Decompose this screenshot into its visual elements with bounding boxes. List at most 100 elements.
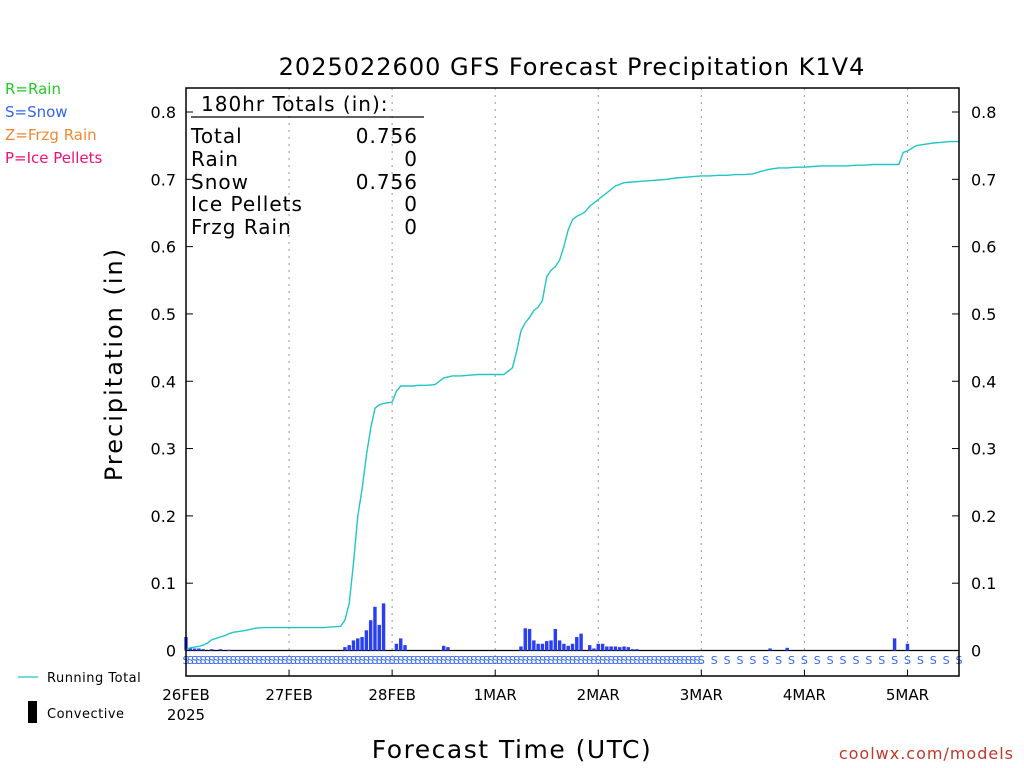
snow-bar xyxy=(356,638,360,651)
precip-type-code: S xyxy=(582,654,589,667)
precip-type-code: S xyxy=(689,654,696,667)
snow-bar xyxy=(227,649,231,651)
snow-bar xyxy=(394,643,399,651)
snow-bar xyxy=(188,648,193,651)
precip-type-code: S xyxy=(548,654,555,667)
legend-freezing-rain: Z=Frzg Rain xyxy=(5,126,97,144)
precip-type-code: S xyxy=(367,654,374,667)
precip-type-code: S xyxy=(560,654,567,667)
precip-type-code: S xyxy=(251,654,258,667)
precip-type-code: S xyxy=(505,654,512,667)
precip-type-code: S xyxy=(440,654,447,667)
precip-type-code: S xyxy=(492,654,499,667)
precip-type-code: S xyxy=(256,654,263,667)
precip-type-code: S xyxy=(466,654,473,667)
precip-type-code: S xyxy=(187,654,194,667)
snow-bar xyxy=(446,647,450,651)
y-tick-label-right: 0.5 xyxy=(971,305,996,324)
precip-type-code: S xyxy=(530,654,537,667)
legend-running-total-label: Running Total xyxy=(47,671,141,686)
snow-bar xyxy=(545,641,549,651)
precip-type-code: S xyxy=(341,654,348,667)
precip-type-code: S xyxy=(423,654,430,667)
precip-type-code: S xyxy=(595,654,602,667)
precip-type-code: S xyxy=(801,654,808,667)
precip-type-code: S xyxy=(943,654,950,667)
precip-type-code: S xyxy=(616,654,623,667)
precip-type-code: S xyxy=(479,654,486,667)
precip-type-code: S xyxy=(234,654,241,667)
x-tick-label: 5MAR xyxy=(886,686,929,704)
precip-type-code: S xyxy=(840,654,847,667)
precip-type-code: S xyxy=(380,654,387,667)
precip-type-code: S xyxy=(814,654,821,667)
precip-type-code: S xyxy=(419,654,426,667)
precip-type-code: S xyxy=(552,654,559,667)
legend-ice-pellets: P=Ice Pellets xyxy=(5,149,103,167)
precip-type-code: S xyxy=(668,654,675,667)
totals-value-total: 0.756 xyxy=(356,124,418,148)
precip-type-code: S xyxy=(543,654,550,667)
precip-type-code: S xyxy=(930,654,937,667)
precip-type-code: S xyxy=(247,654,254,667)
precip-type-code: S xyxy=(672,654,679,667)
precip-type-code: S xyxy=(475,654,482,667)
precip-type-code: S xyxy=(414,654,421,667)
precip-type-code: S xyxy=(663,654,670,667)
site-credit: coolwx.com/models xyxy=(838,744,1014,763)
precip-type-code: S xyxy=(303,654,310,667)
x-tick-label: 4MAR xyxy=(783,686,826,704)
precip-type-code: S xyxy=(904,654,911,667)
x-tick-year: 2025 xyxy=(167,706,205,724)
snow-bar xyxy=(519,646,523,651)
precip-type-code: S xyxy=(281,654,288,667)
snow-bar xyxy=(892,638,897,651)
y-tick-label-left: 0.3 xyxy=(151,440,176,459)
totals-heading: 180hr Totals (in): xyxy=(201,92,389,116)
y-tick-label-right: 0.8 xyxy=(971,103,996,122)
precip-type-code: S xyxy=(483,654,490,667)
precip-type-code: S xyxy=(698,654,705,667)
snow-bar xyxy=(343,647,347,651)
y-tick-label-right: 0.4 xyxy=(971,372,996,391)
precip-type-code: S xyxy=(569,654,576,667)
precip-type-code: S xyxy=(578,654,585,667)
snow-bar xyxy=(441,645,446,651)
y-tick-label-left: 0.5 xyxy=(151,305,176,324)
precip-type-code: S xyxy=(376,654,383,667)
snow-bar xyxy=(618,647,622,651)
snow-bar xyxy=(192,648,197,651)
snow-bar xyxy=(579,633,583,651)
x-tick-label: 1MAR xyxy=(474,686,517,704)
legend-snow: S=Snow xyxy=(5,103,68,121)
precip-type-code: S xyxy=(200,654,207,667)
precip-type-code: S xyxy=(509,654,516,667)
precip-type-code: S xyxy=(633,654,640,667)
plot-frame xyxy=(185,87,960,677)
precip-type-code: S xyxy=(277,654,284,667)
x-axis-label: Forecast Time (UTC) xyxy=(372,735,652,764)
snow-bar xyxy=(626,647,631,651)
totals-label-frzg-rain: Frzg Rain xyxy=(191,215,292,239)
precip-type-code: S xyxy=(736,654,743,667)
precip-type-code: S xyxy=(371,654,378,667)
precip-type-code: S xyxy=(393,654,400,667)
precip-type-code: S xyxy=(788,654,795,667)
precip-type-code: S xyxy=(208,654,215,667)
snow-bar xyxy=(785,647,789,651)
precip-type-code: S xyxy=(629,654,636,667)
precip-type-code: S xyxy=(204,654,211,667)
totals-label-total: Total xyxy=(190,124,243,148)
precip-type-code: S xyxy=(298,654,305,667)
snow-bar xyxy=(218,649,223,651)
precip-type-code: S xyxy=(406,654,413,667)
precip-type-code: S xyxy=(603,654,610,667)
precip-type-code: S xyxy=(517,654,524,667)
snow-bar xyxy=(536,643,540,651)
precip-type-code: S xyxy=(470,654,477,667)
precip-type-code: S xyxy=(213,654,220,667)
precip-type-code: S xyxy=(329,654,336,667)
precip-type-code: S xyxy=(243,654,250,667)
snow-bar xyxy=(613,646,618,651)
precip-type-code: S xyxy=(676,654,683,667)
